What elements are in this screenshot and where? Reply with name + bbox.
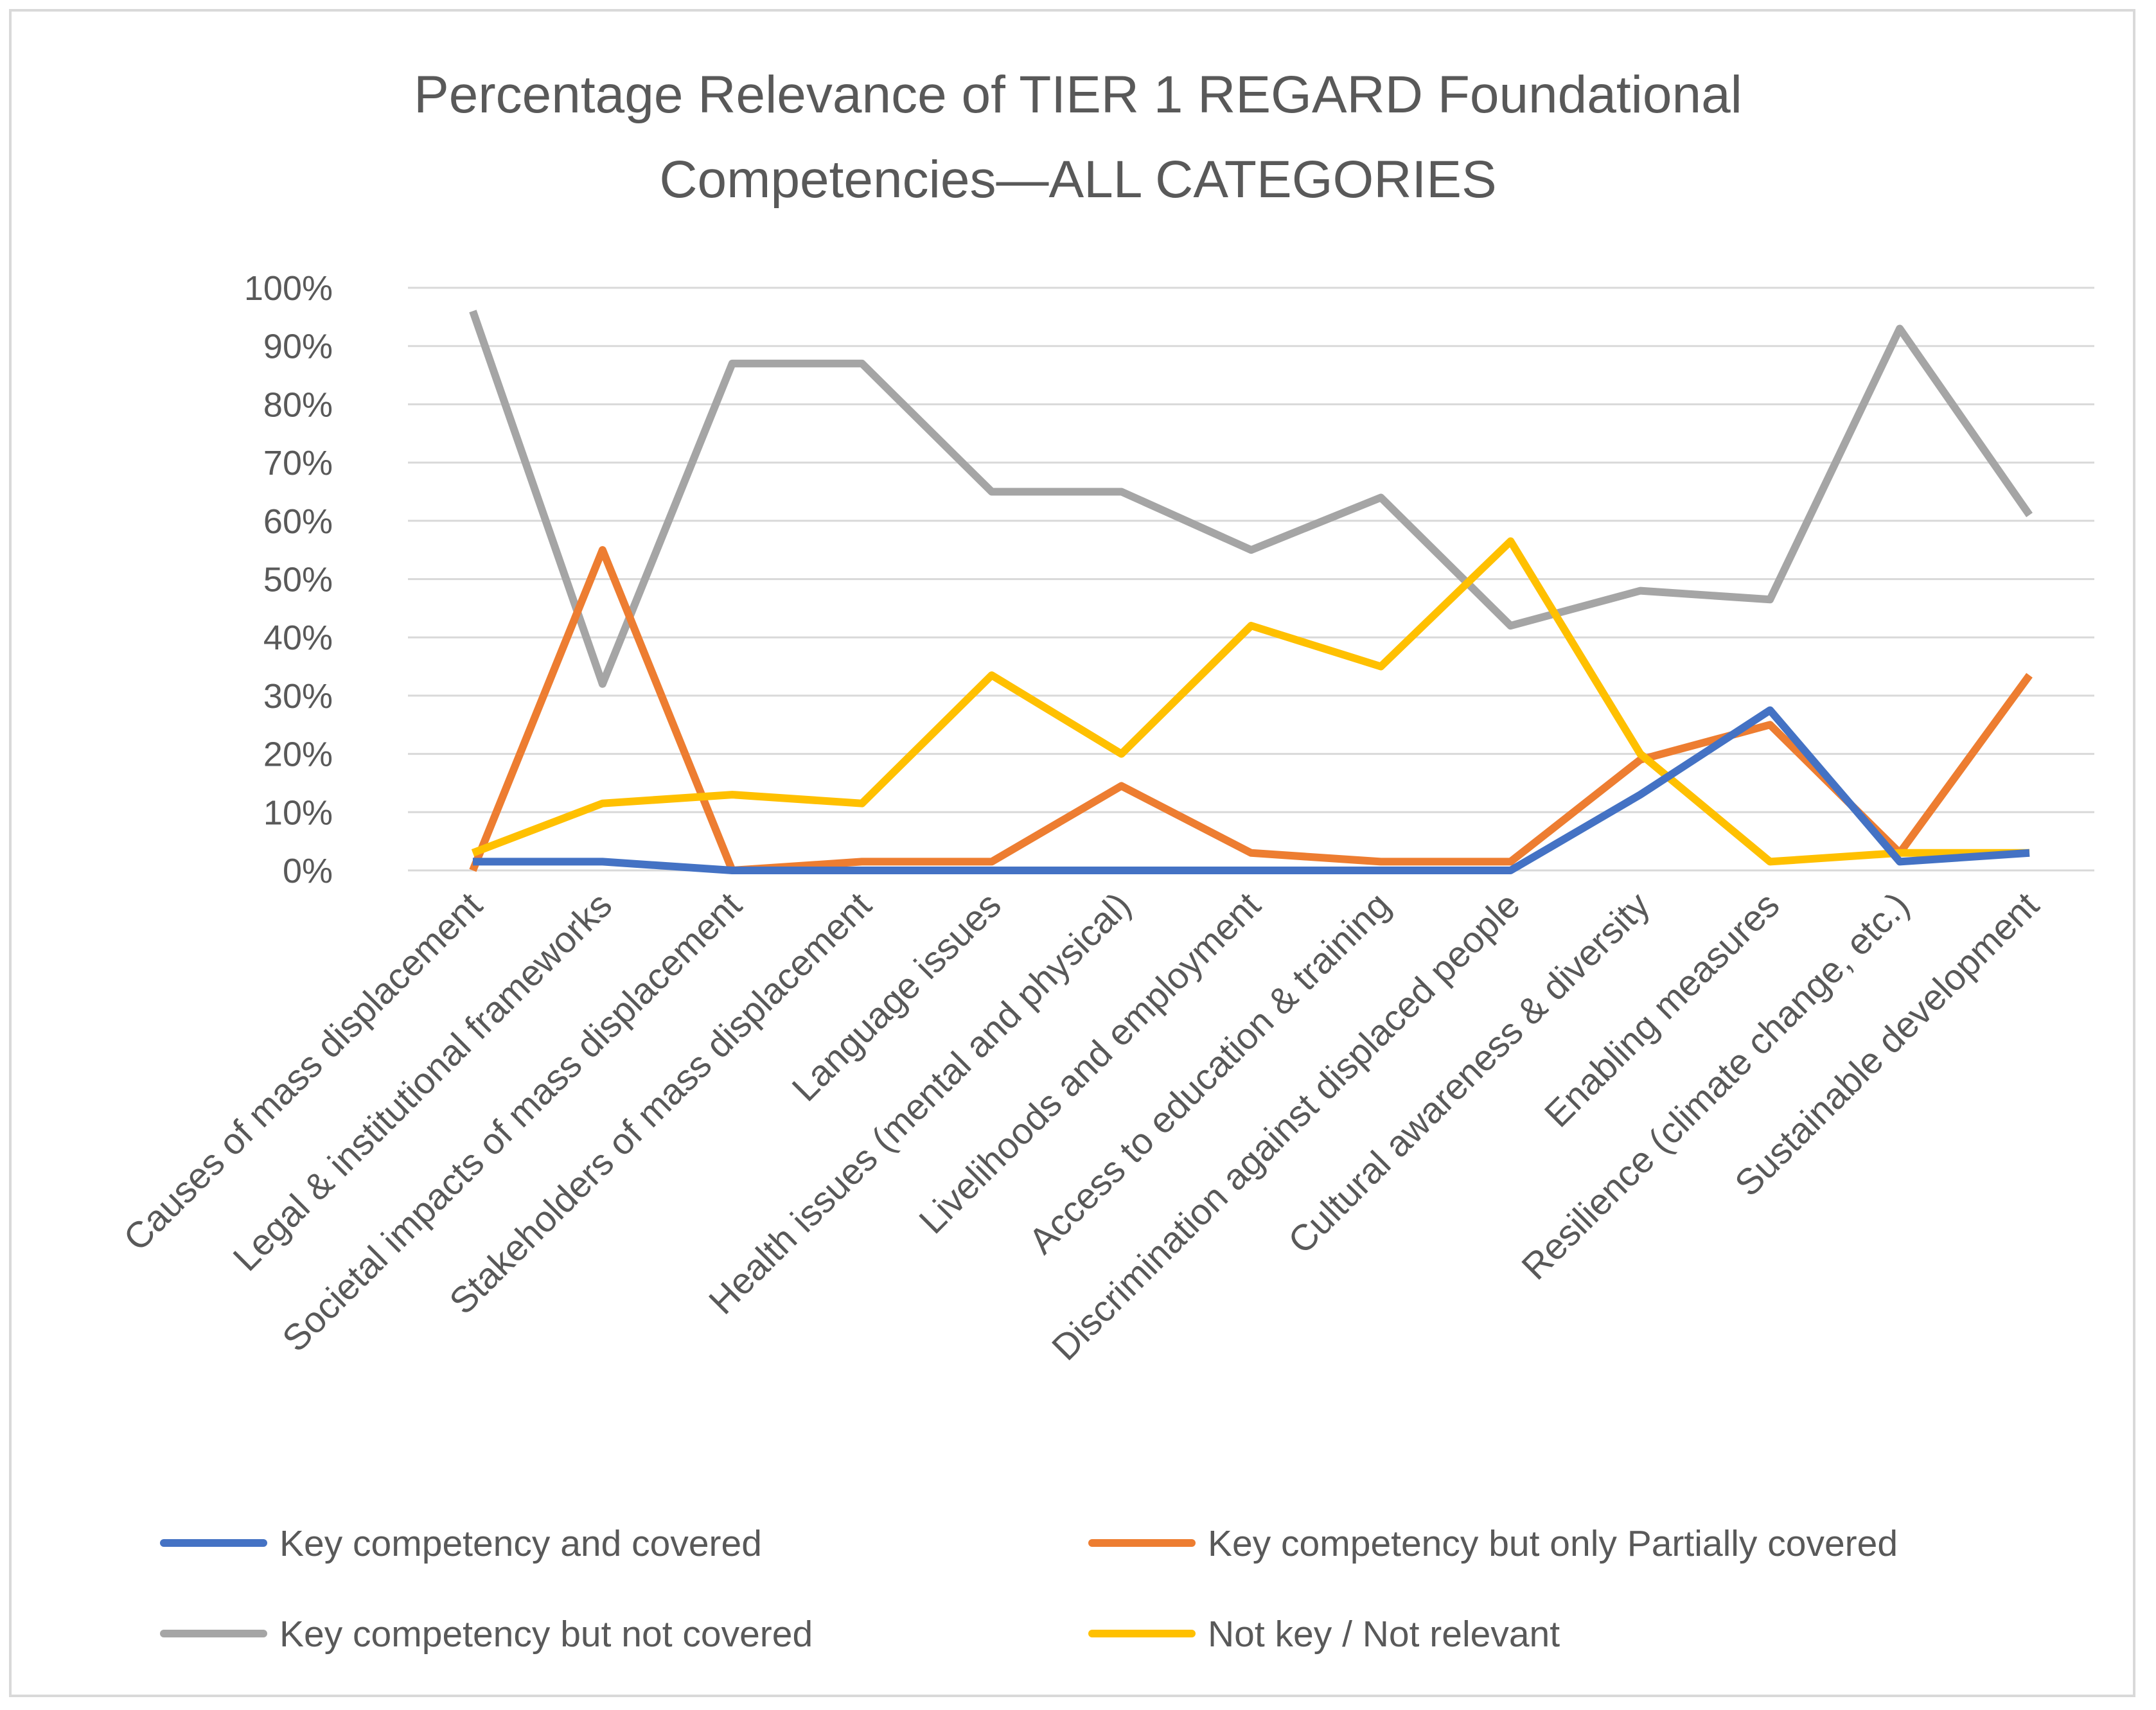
y-tick-label: 100% (244, 269, 333, 308)
series-line-2 (469, 546, 2033, 874)
x-category-label: Discrimination against displaced people (1044, 885, 1528, 1368)
series-lines (469, 310, 2033, 874)
y-tick-label: 90% (263, 328, 333, 366)
y-tick-label: 80% (263, 385, 333, 424)
x-category-label: Societal impacts of mass displacement (274, 885, 750, 1360)
y-tick-label: 10% (263, 793, 333, 832)
y-tick-label: 50% (263, 561, 333, 599)
gridlines (408, 286, 2094, 872)
chart-title: Percentage Relevance of TIER 1 REGARD Fo… (414, 66, 1742, 209)
y-axis-tick-labels: 0% 10% 20% 30% 40% 50% 60% 70% 80% 90% 100% (244, 269, 333, 890)
x-category-label: Enabling measures (1537, 885, 1787, 1135)
series-line-4 (471, 537, 2030, 866)
legend-label: Key competency but only Partially covere… (1208, 1523, 1898, 1564)
y-tick-label: 0% (283, 852, 333, 890)
y-tick-label: 20% (263, 736, 333, 774)
legend-label: Key competency but not covered (279, 1614, 813, 1655)
y-tick-label: 60% (263, 502, 333, 541)
chart-frame (9, 9, 2135, 1697)
y-tick-label: 70% (263, 444, 333, 482)
series-line-1 (472, 706, 2030, 874)
y-tick-label: 30% (263, 677, 333, 716)
legend: Key competency and covered Key competency… (160, 1523, 1898, 1655)
legend-label: Key competency and covered (279, 1523, 762, 1564)
chart-title-line-2: Competencies—ALL CATEGORIES (659, 150, 1496, 209)
legend-label: Not key / Not relevant (1208, 1614, 1560, 1655)
series-line-3 (469, 310, 2033, 688)
y-tick-label: 40% (263, 619, 333, 657)
chart-title-line-1: Percentage Relevance of TIER 1 REGARD Fo… (414, 66, 1742, 124)
